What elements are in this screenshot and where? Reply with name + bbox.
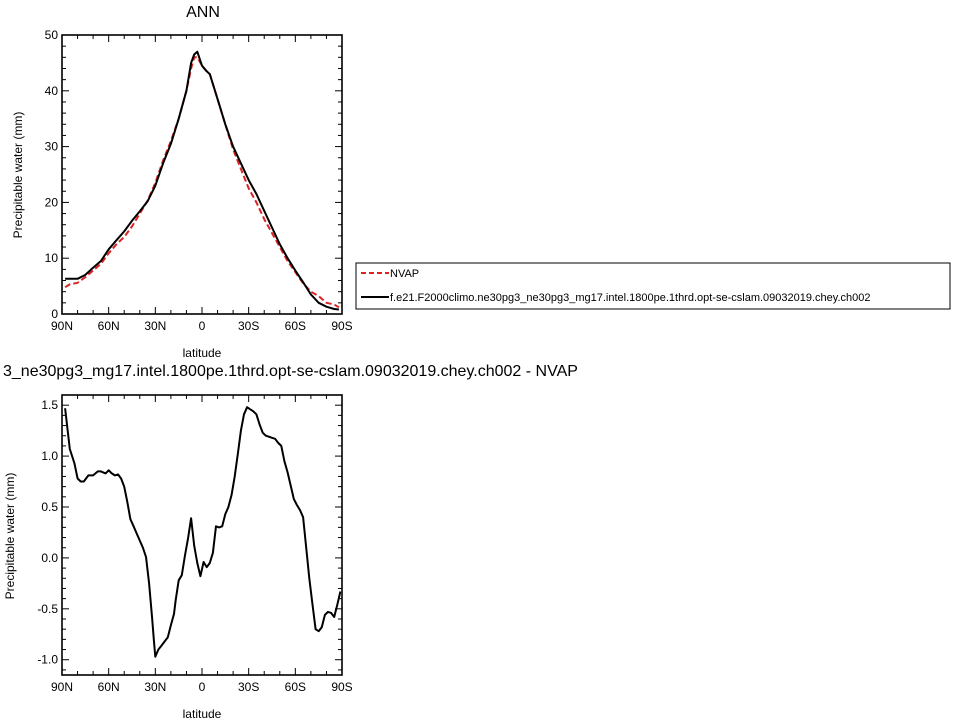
panel-top-y-tick-label: 10 (45, 251, 59, 265)
legend-box (355, 262, 951, 310)
legend: NVAP f.e21.F2000climo.ne30pg3_ne30pg3_mg… (355, 262, 951, 310)
panel-bottom-x-tick-label: 60N (98, 680, 120, 694)
panel-bottom-y-tick-label: 1.5 (41, 398, 58, 412)
panel-top-frame (61, 34, 343, 315)
panel-top-x-tick-label: 90N (51, 319, 73, 333)
panel-bottom-x-axis-label: latitude (183, 707, 222, 721)
panel-top-y-tick-label: 30 (45, 140, 59, 154)
panel-bottom-y-ticks: -1.0 -0.5 0.0 0.5 1.0 1.5 (37, 394, 342, 671)
panel-bottom-title: 3_ne30pg3_mg17.intel.1800pe.1thrd.opt-se… (3, 363, 578, 380)
panel-bottom-x-tick-label: 30N (144, 680, 166, 694)
legend-label-nvap: NVAP (390, 268, 419, 280)
panel-top-series-line-1 (65, 50, 340, 311)
panel-bottom-x-tick-label: 30S (238, 680, 259, 694)
panel-bottom-x-ticks: 90N 60N 30N 0 30S 60S 90S (51, 395, 353, 694)
panel-bottom-y-tick-label: 1.0 (41, 449, 58, 463)
panel-bottom-plot-area (64, 406, 342, 658)
panel-bottom-y-axis-label: Precipitable water (mm) (3, 473, 17, 600)
panel-top-y-axis-label: Precipitable water (mm) (11, 112, 25, 239)
panel-bottom-series-line-0 (64, 406, 342, 658)
panel-top-y-tick-label: 0 (51, 307, 58, 321)
panel-bottom-y-tick-label: 0.0 (41, 551, 58, 565)
panel-top-x-axis-label: latitude (183, 346, 222, 360)
panel-top-x-tick-label: 90S (331, 319, 352, 333)
panel-top-x-tick-label: 30S (238, 319, 259, 333)
panel-top-y-tick-label: 20 (45, 195, 59, 209)
panel-bottom-x-tick-label: 90N (51, 680, 73, 694)
panel-bottom-x-tick-label: 0 (199, 680, 206, 694)
panel-top-x-tick-label: 0 (199, 319, 206, 333)
panel-top-x-tick-label: 30N (144, 319, 166, 333)
panel-top-plot-area (64, 50, 340, 311)
panel-top-y-tick-label: 50 (45, 28, 59, 42)
panel-top-x-ticks: 90N 60N 30N 0 30S 60S 90S (51, 35, 353, 333)
panel-bottom-x-tick-label: 60S (285, 680, 306, 694)
panel-bottom-y-tick-label: -0.5 (37, 602, 58, 616)
panel-top-y-tick-label: 40 (45, 84, 59, 98)
panel-top-x-tick-label: 60N (98, 319, 120, 333)
panel-difference: 3_ne30pg3_mg17.intel.1800pe.1thrd.opt-se… (3, 363, 578, 721)
panel-bottom-x-tick-label: 90S (331, 680, 352, 694)
panel-bottom-frame (61, 394, 343, 676)
panel-bottom-y-tick-label: -1.0 (37, 653, 58, 667)
legend-label-model: f.e21.F2000climo.ne30pg3_ne30pg3_mg17.in… (390, 292, 870, 304)
panel-annual-mean: ANN 0 10 20 30 40 50 90N 60N 30N 0 30S 60S 90S lati… (11, 4, 353, 360)
panel-top-series-line-0 (64, 56, 340, 309)
panel-top-y-ticks: 0 10 20 30 40 50 (45, 28, 342, 321)
panel-bottom-y-tick-label: 0.5 (41, 500, 58, 514)
panel-top-x-tick-label: 60S (285, 319, 306, 333)
panel-top-title: ANN (186, 4, 220, 21)
